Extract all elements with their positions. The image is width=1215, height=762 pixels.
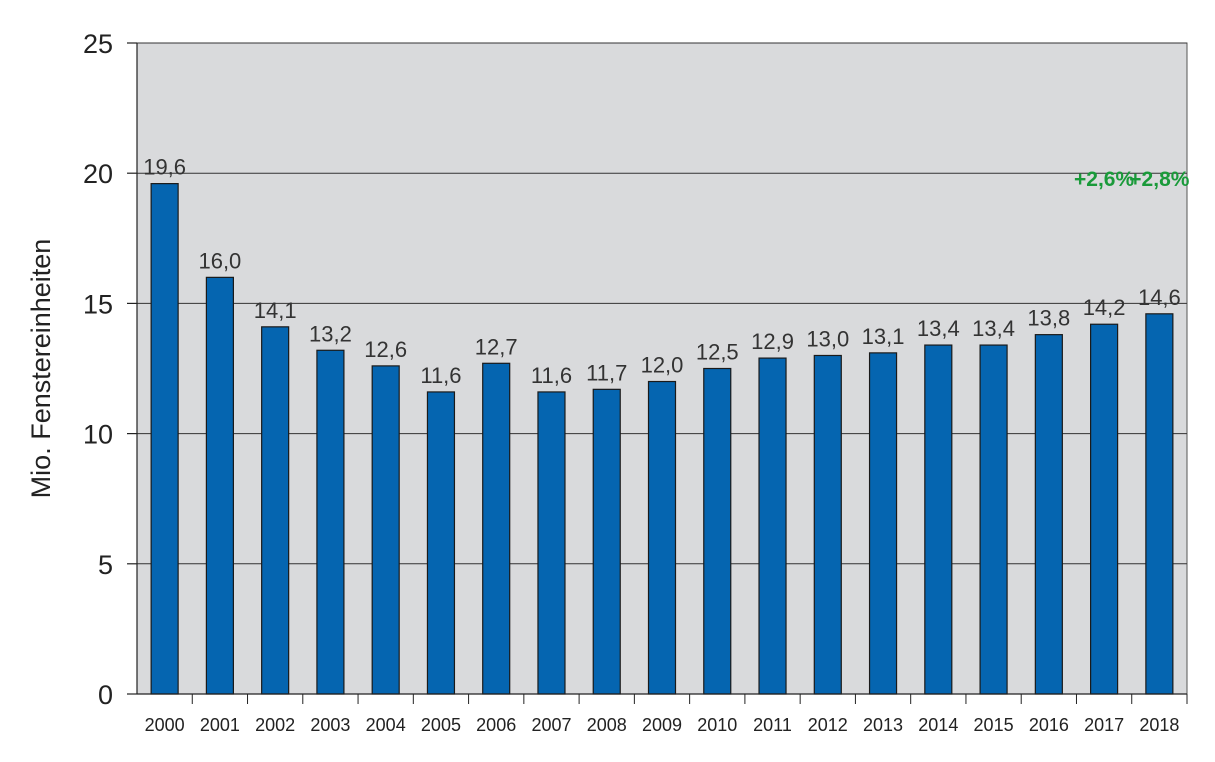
data-label-2006: 12,7	[475, 334, 518, 359]
x-tick-label-2008: 2008	[587, 715, 627, 735]
bar-2014	[924, 344, 953, 695]
data-label-2003: 13,2	[309, 321, 352, 346]
x-tick-label-2001: 2001	[200, 715, 240, 735]
bar-2008	[592, 388, 621, 695]
x-tick-label-2011: 2011	[753, 715, 792, 735]
x-tick-label-2005: 2005	[421, 715, 461, 735]
bar-2000	[150, 183, 179, 695]
y-axis-title: Mio. Fenstereinheiten	[26, 239, 56, 499]
data-label-2017: 14,2	[1083, 295, 1126, 320]
bars	[150, 183, 1174, 695]
y-tick-label: 20	[83, 159, 113, 189]
data-label-2014: 13,4	[917, 316, 960, 341]
y-tick-label: 0	[98, 680, 113, 710]
x-tick-label-2002: 2002	[255, 715, 295, 735]
bar-2018	[1145, 313, 1174, 695]
bar-2010	[703, 367, 732, 695]
x-tick-label-2017: 2017	[1084, 715, 1124, 735]
bar-2015	[979, 344, 1008, 695]
x-tick-label-2012: 2012	[808, 715, 848, 735]
x-tick-label-2009: 2009	[642, 715, 682, 735]
x-tick-label-2014: 2014	[918, 715, 958, 735]
y-tick-label: 25	[83, 29, 113, 59]
bar-2013	[868, 352, 898, 695]
data-label-2007: 11,6	[531, 363, 572, 388]
axes	[127, 42, 1188, 704]
annotations: +2,6%+2,8%	[1074, 168, 1190, 191]
data-label-2015: 13,4	[972, 316, 1015, 341]
x-tick-label-2003: 2003	[310, 715, 350, 735]
data-label-2013: 13,1	[862, 324, 905, 349]
data-label-2012: 13,0	[806, 326, 849, 351]
bar-2017	[1090, 323, 1119, 695]
bar-2011	[758, 357, 787, 695]
bar-2006	[482, 362, 511, 695]
annotation-2018: +2,8%	[1129, 168, 1189, 191]
x-tick-label-2007: 2007	[531, 715, 571, 735]
x-tick-label-2006: 2006	[476, 715, 516, 735]
data-label-2018: 14,6	[1138, 285, 1181, 310]
y-tick-labels: 0 5 10 15 20 25	[83, 29, 113, 710]
data-labels: 19,6 16,0 14,1 13,2 12,6 11,6 12,7 11,6 11,7 12,0…	[143, 155, 1181, 388]
data-label-2010: 12,5	[696, 340, 739, 365]
y-tick-label: 5	[98, 550, 113, 580]
bar-2001	[205, 276, 234, 695]
x-tick-label-2004: 2004	[366, 715, 406, 735]
y-tick-label: 10	[83, 420, 113, 450]
annotation-2017: +2,6%	[1074, 168, 1134, 191]
x-tick-labels: 2000 2001 2002 2003 2004 2005 2006 2007 2008 2009…	[145, 715, 1180, 735]
x-tick-label-2015: 2015	[974, 715, 1014, 735]
bar-2009	[647, 380, 677, 695]
x-tick-label-2000: 2000	[145, 715, 185, 735]
data-label-2001: 16,0	[198, 248, 241, 273]
bar-2007	[537, 391, 566, 695]
x-tick-label-2016: 2016	[1029, 715, 1069, 735]
x-tick-label-2018: 2018	[1139, 715, 1179, 735]
y-tick-label: 15	[83, 289, 113, 319]
bar-2016	[1034, 334, 1063, 695]
bar-2004	[371, 365, 400, 695]
bar-2005	[426, 391, 456, 695]
data-label-2004: 12,6	[364, 337, 407, 362]
data-label-2009: 12,0	[641, 353, 684, 378]
x-tick-label-2013: 2013	[863, 715, 903, 735]
data-label-2016: 13,8	[1027, 306, 1070, 331]
bar-2003	[316, 349, 345, 695]
data-label-2000: 19,6	[143, 155, 186, 180]
data-label-2002: 14,1	[254, 298, 297, 323]
data-label-2008: 11,7	[586, 360, 627, 385]
bar-2012	[813, 354, 842, 695]
x-tick-label-2010: 2010	[697, 715, 737, 735]
bar-2002	[261, 326, 290, 695]
data-label-2011: 12,9	[751, 329, 794, 354]
data-label-2005: 11,6	[420, 363, 461, 388]
